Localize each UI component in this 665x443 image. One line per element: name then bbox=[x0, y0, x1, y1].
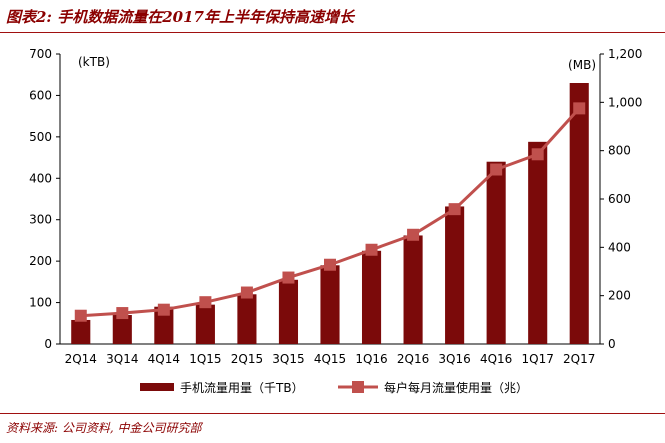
bar bbox=[528, 141, 548, 344]
line-series bbox=[74, 102, 586, 322]
x-tick-label: 2Q17 bbox=[563, 352, 595, 366]
x-tick-label: 1Q17 bbox=[522, 352, 554, 366]
x-tick-label: 4Q14 bbox=[148, 352, 180, 366]
x-tick-label: 3Q16 bbox=[438, 352, 470, 366]
right-tick-label: 600 bbox=[608, 192, 631, 206]
line-marker bbox=[365, 243, 378, 256]
right-tick-label: 0 bbox=[608, 337, 616, 351]
right-tick-label: 1,000 bbox=[608, 95, 642, 109]
line-marker bbox=[199, 296, 212, 309]
title-divider bbox=[0, 32, 665, 33]
left-tick-label: 0 bbox=[44, 337, 52, 351]
x-tick-label: 4Q16 bbox=[480, 352, 512, 366]
line-marker bbox=[282, 271, 295, 284]
x-tick-label: 3Q14 bbox=[106, 352, 138, 366]
line-marker bbox=[531, 148, 544, 161]
bar bbox=[486, 161, 506, 344]
line-marker bbox=[490, 163, 503, 176]
left-tick-label: 700 bbox=[29, 47, 52, 61]
bar bbox=[71, 319, 91, 344]
x-tick-label: 1Q15 bbox=[189, 352, 221, 366]
x-tick-label: 2Q16 bbox=[397, 352, 429, 366]
bar bbox=[569, 83, 589, 344]
line-marker bbox=[573, 102, 586, 115]
legend-label-bar: 手机流量用量（千TB） bbox=[180, 381, 304, 395]
line-marker bbox=[448, 203, 461, 216]
legend-swatch-bar bbox=[140, 383, 174, 391]
right-tick-label: 200 bbox=[608, 289, 631, 303]
legend: 手机流量用量（千TB） 每户每月流量使用量（兆） bbox=[140, 380, 528, 395]
x-tick-label: 2Q15 bbox=[231, 352, 263, 366]
axis-labels: 0 100 200 300 400 500 600 700 0 200 400 600 800 1,000… bbox=[29, 47, 642, 366]
bar-series bbox=[71, 83, 589, 344]
bar bbox=[320, 265, 340, 344]
left-axis-unit: (kTB) bbox=[78, 55, 110, 69]
x-tick-label: 3Q15 bbox=[272, 352, 304, 366]
line-marker bbox=[74, 309, 87, 322]
bar bbox=[445, 206, 465, 344]
x-tick-label: 1Q16 bbox=[355, 352, 387, 366]
right-tick-label: 800 bbox=[608, 144, 631, 158]
left-tick-label: 500 bbox=[29, 130, 52, 144]
left-tick-label: 600 bbox=[29, 88, 52, 102]
right-tick-label: 400 bbox=[608, 240, 631, 254]
bar bbox=[361, 250, 382, 344]
line-marker bbox=[157, 303, 170, 316]
footer-divider bbox=[0, 413, 665, 414]
bar bbox=[237, 294, 257, 344]
source-note: 资料来源: 公司资料, 中金公司研究部 bbox=[6, 421, 202, 435]
bar bbox=[403, 235, 423, 344]
left-tick-label: 200 bbox=[29, 254, 52, 268]
right-axis-unit: (MB) bbox=[568, 58, 596, 72]
bar bbox=[154, 306, 174, 344]
chart: 0 100 200 300 400 500 600 700 0 200 400 600 800 1,000… bbox=[29, 47, 642, 395]
line-marker bbox=[116, 307, 129, 320]
left-tick-label: 100 bbox=[29, 296, 52, 310]
line-marker bbox=[240, 286, 253, 299]
line-marker bbox=[407, 228, 420, 241]
legend-swatch-marker bbox=[352, 381, 364, 393]
left-tick-label: 300 bbox=[29, 213, 52, 227]
bar bbox=[278, 279, 299, 344]
figure-title: 图表2: 手机数据流量在2017年上半年保持高速增长 bbox=[6, 8, 354, 26]
right-tick-label: 1,200 bbox=[608, 47, 642, 61]
bar bbox=[112, 315, 132, 344]
bar bbox=[195, 304, 215, 344]
x-tick-label: 2Q14 bbox=[65, 352, 97, 366]
x-tick-label: 4Q15 bbox=[314, 352, 346, 366]
line-marker bbox=[324, 258, 336, 271]
left-tick-label: 400 bbox=[29, 171, 52, 185]
legend-label-line: 每户每月流量使用量（兆） bbox=[384, 380, 528, 395]
